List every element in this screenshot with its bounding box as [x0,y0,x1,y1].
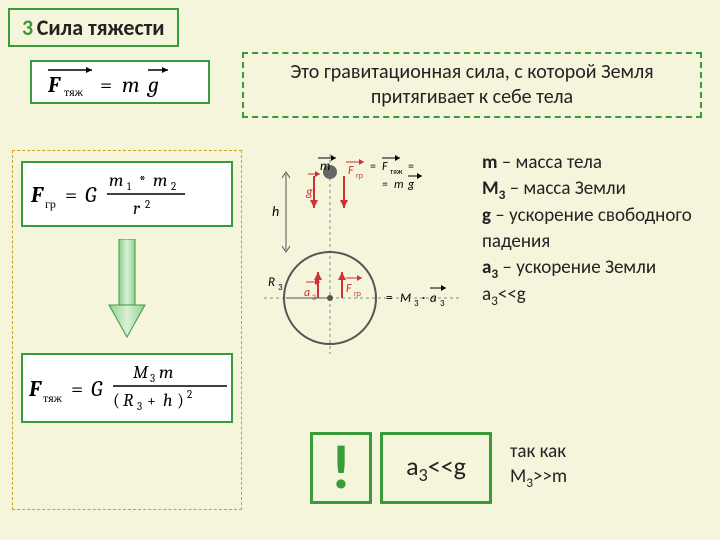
svg-text:3: 3 [414,298,419,309]
svg-text:F: F [30,182,44,208]
svg-text:h: h [163,390,173,411]
earth-body-diagram: m g F гр = F тяж = = m g h R 3 [258,150,468,360]
svg-text:тяж: тяж [43,391,63,405]
svg-text:гр: гр [354,289,361,299]
definition-box: Это гравитационная сила, с которой Земля… [242,52,702,118]
svg-text:F: F [47,72,61,98]
formula-grav-svg: F гр = G m 1 * m 2 r 2 [27,166,227,222]
svg-text:тяж: тяж [390,167,403,177]
exclamation-mark: ! [331,429,351,505]
reason-text: так как M3>>m [510,440,567,491]
title-number: 3 [22,14,33,41]
exclamation-box: ! [310,432,372,504]
svg-text:F: F [346,282,352,296]
svg-text:M: M [400,291,411,306]
svg-text:2: 2 [145,198,150,211]
svg-text:m: m [153,170,167,191]
formula-gravity-earth: F тяж = G M 3 m ( R 3 + h ) 2 [21,353,233,423]
svg-text:G: G [85,182,97,208]
arrow-down-icon [107,239,147,339]
svg-text:m: m [394,178,404,192]
legend-a3: a3 – ускорение Земли [482,255,712,283]
svg-text:): ) [177,390,184,411]
svg-text:m: m [159,362,173,383]
formula-gravitation: F гр = G m 1 * m 2 r 2 [21,161,233,227]
svg-text:M: M [133,362,149,383]
svg-text:3: 3 [150,372,155,385]
svg-text:1: 1 [127,180,132,193]
legend-comp: a3<<g [482,282,712,310]
svg-text:F: F [348,164,354,178]
svg-text:=: = [370,160,376,174]
svg-text:a: a [430,291,437,306]
svg-text:g: g [146,72,159,98]
legend-M3: M3 – масса Земли [482,176,712,204]
svg-text:a: a [304,286,310,300]
svg-text:h: h [272,203,279,220]
svg-text:гр: гр [356,171,363,181]
svg-text:m: m [320,159,330,174]
svg-text:2: 2 [171,180,176,193]
comparison-text: a3<<g [406,450,466,486]
svg-text:=: = [65,182,77,208]
svg-text:G: G [91,376,103,402]
svg-text:(: ( [113,390,120,411]
comparison-box: a3<<g [380,432,492,504]
svg-text:+: + [147,392,156,410]
svg-text:2: 2 [187,388,192,401]
svg-text:3: 3 [312,293,316,303]
svg-text:=: = [408,160,414,174]
title-box: 3 Сила тяжести [8,8,179,47]
svg-text:g: g [407,178,415,192]
definition-text: Это гравитационная сила, с которой Земля… [290,60,653,109]
formula-tyazh-svg: F тяж = G M 3 m ( R 3 + h ) 2 [27,358,227,418]
svg-text:=: = [100,72,112,98]
svg-text:3: 3 [278,282,283,293]
svg-text:=: = [382,178,388,192]
svg-text:·: · [422,291,425,306]
derivation-column: F гр = G m 1 * m 2 r 2 F тяж = [12,150,242,510]
svg-text:гр: гр [45,197,56,211]
svg-text:=: = [386,291,392,306]
legend-g: g – ускорение свободного падения [482,203,712,254]
svg-text:3: 3 [137,400,142,413]
svg-text:*: * [139,172,146,190]
svg-text:=: = [71,376,83,402]
formula-main-svg: F тяж = m g [40,64,200,100]
svg-text:F: F [382,160,388,174]
formula-gravity-weight: F тяж = m g [30,60,210,104]
svg-text:g: g [305,185,313,200]
legend: m – масса тела M3 – масса Земли g – уско… [482,150,712,310]
svg-text:3: 3 [440,298,445,309]
svg-text:r: r [133,198,141,219]
svg-text:m: m [122,72,140,98]
legend-m: m – масса тела [482,150,712,176]
svg-text:F: F [28,376,42,402]
svg-text:R: R [123,390,134,411]
svg-text:R: R [268,275,275,290]
title-text: Сила тяжести [37,14,165,41]
svg-text:m: m [109,170,123,191]
svg-text:тяж: тяж [64,85,84,99]
